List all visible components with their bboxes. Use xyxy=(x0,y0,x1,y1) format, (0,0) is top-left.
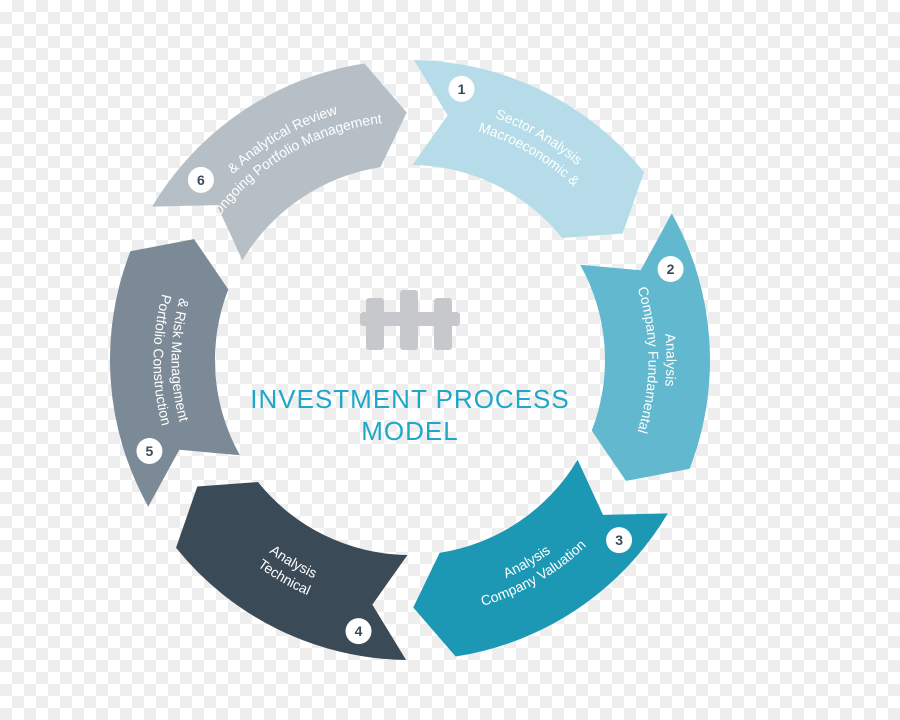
step-number: 4 xyxy=(355,623,363,639)
step-number: 1 xyxy=(458,81,466,97)
diagram-title-line2: MODEL xyxy=(361,416,458,446)
step-number: 5 xyxy=(146,443,154,459)
process-segment-4 xyxy=(176,482,407,660)
step-number: 2 xyxy=(667,261,675,277)
segment-label: Analysis xyxy=(662,333,679,387)
process-segment-2 xyxy=(580,213,710,481)
diagram-title-line1: INVESTMENT PROCESS xyxy=(250,384,569,414)
center-logo xyxy=(360,290,460,350)
investment-process-diagram: Macroeconomic &Sector Analysis1Company F… xyxy=(0,0,900,720)
step-number: 6 xyxy=(197,172,205,188)
step-number: 3 xyxy=(615,532,623,548)
